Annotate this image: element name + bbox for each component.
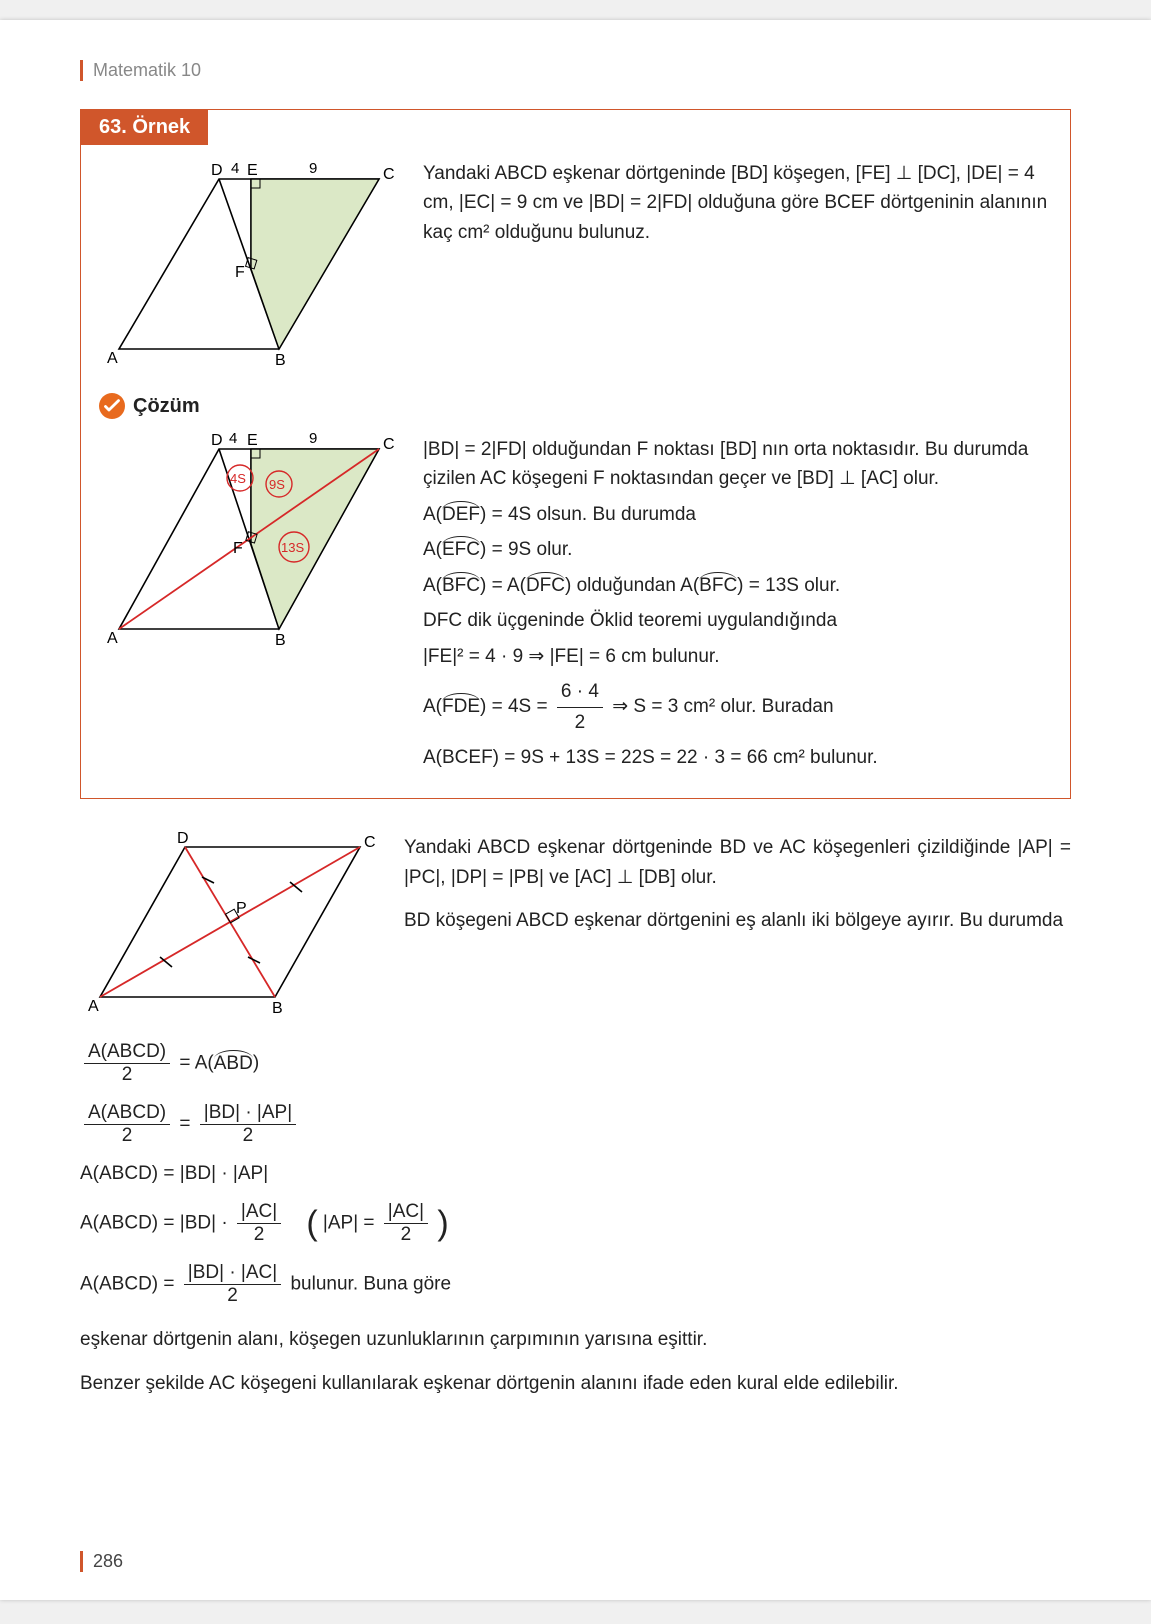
example-title: 63. Örnek — [81, 110, 208, 145]
diagram-3: D C A B P — [80, 827, 380, 1023]
eq5: A(ABCD) = |BD| · |AC|2 bulunur. Buna gör… — [80, 1262, 1071, 1307]
rh-p4: Benzer şekilde AC köşegeni kullanılarak … — [80, 1369, 1071, 1398]
rhombus-row: D C A B P Yandaki ABCD eşkenar dörtgenin… — [80, 827, 1071, 1023]
example-box: 63. Örnek — [80, 109, 1071, 799]
eq4: A(ABCD) = |BD| · |AC|2 ( |AP| = |AC|2 ) — [80, 1201, 1071, 1246]
svg-text:A: A — [107, 630, 118, 647]
solution-row: 4S 9S 13S D E C A B F 4 9 — [99, 429, 1052, 778]
svg-text:D: D — [211, 432, 223, 449]
sol-l3: A(BFC) = A(DFC) olduğundan A(BFC) = 13S … — [423, 571, 1052, 600]
svg-text:13S: 13S — [281, 540, 304, 555]
eq2: A(ABCD)2 = |BD| · |AP|2 — [80, 1102, 1071, 1147]
rh-p3: eşkenar dörtgenin alanı, köşegen uzunluk… — [80, 1325, 1071, 1354]
rh-p2: BD köşegeni ABCD eşkenar dörtgenini eş a… — [404, 906, 1071, 935]
svg-text:P: P — [236, 900, 247, 917]
svg-text:9: 9 — [309, 160, 317, 177]
problem-row: D E C A B F 4 9 Yandaki ABCD eşkenar dör… — [99, 159, 1052, 375]
svg-text:C: C — [383, 436, 395, 453]
svg-text:B: B — [275, 352, 286, 369]
check-icon — [99, 393, 125, 419]
svg-text:D: D — [177, 830, 189, 847]
page: Matematik 10 63. Örnek — [0, 20, 1151, 1600]
rhombus-text: Yandaki ABCD eşkenar dörtgeninde BD ve A… — [404, 827, 1071, 941]
sol-p3: |FE|² = 4 · 9 ⇒ |FE| = 6 cm bulunur. — [423, 642, 1052, 671]
svg-text:A: A — [88, 998, 99, 1015]
svg-text:D: D — [211, 162, 223, 179]
svg-text:9: 9 — [309, 430, 317, 447]
sol-p4: A(BCEF) = 9S + 13S = 22S = 22 · 3 = 66 c… — [423, 743, 1052, 772]
equations: A(ABCD)2 = A(ABD) A(ABCD)2 = |BD| · |AP|… — [80, 1041, 1071, 1307]
svg-text:B: B — [272, 1000, 283, 1017]
sol-l1: A(DEF) = 4S olsun. Bu durumda — [423, 500, 1052, 529]
example-content: D E C A B F 4 9 Yandaki ABCD eşkenar dör… — [81, 145, 1070, 798]
svg-text:4: 4 — [231, 160, 239, 177]
diagram-2: 4S 9S 13S D E C A B F 4 9 — [99, 429, 399, 655]
svg-text:F: F — [233, 540, 243, 557]
svg-text:B: B — [275, 632, 286, 649]
eq3: A(ABCD) = |BD| · |AP| — [80, 1163, 1071, 1185]
svg-text:4S: 4S — [230, 471, 246, 486]
solution-text: |BD| = 2|FD| olduğundan F noktası [BD] n… — [423, 429, 1052, 778]
svg-text:F: F — [235, 264, 245, 281]
solution-label: Çözüm — [133, 395, 200, 418]
svg-text:9S: 9S — [269, 477, 285, 492]
diagram-1: D E C A B F 4 9 — [99, 159, 399, 375]
svg-text:E: E — [247, 162, 258, 179]
sol-p2: DFC dik üçgeninde Öklid teoremi uyguland… — [423, 606, 1052, 635]
solution-head: Çözüm — [99, 393, 1052, 419]
svg-text:C: C — [364, 834, 376, 851]
sol-l4: A(FDE) = 4S = 6 · 42 ⇒ S = 3 cm² olur. B… — [423, 677, 1052, 737]
sol-p1: |BD| = 2|FD| olduğundan F noktası [BD] n… — [423, 435, 1052, 494]
svg-text:A: A — [107, 350, 118, 367]
svg-text:4: 4 — [229, 430, 237, 447]
book-title: Matematik 10 — [80, 60, 1071, 81]
svg-text:C: C — [383, 166, 395, 183]
sol-l2: A(EFC) = 9S olur. — [423, 535, 1052, 564]
rh-p1: Yandaki ABCD eşkenar dörtgeninde BD ve A… — [404, 833, 1071, 892]
eq1: A(ABCD)2 = A(ABD) — [80, 1041, 1071, 1086]
problem-text: Yandaki ABCD eşkenar dörtgeninde [BD] kö… — [423, 159, 1052, 247]
page-number: 286 — [80, 1551, 123, 1572]
svg-text:E: E — [247, 432, 258, 449]
